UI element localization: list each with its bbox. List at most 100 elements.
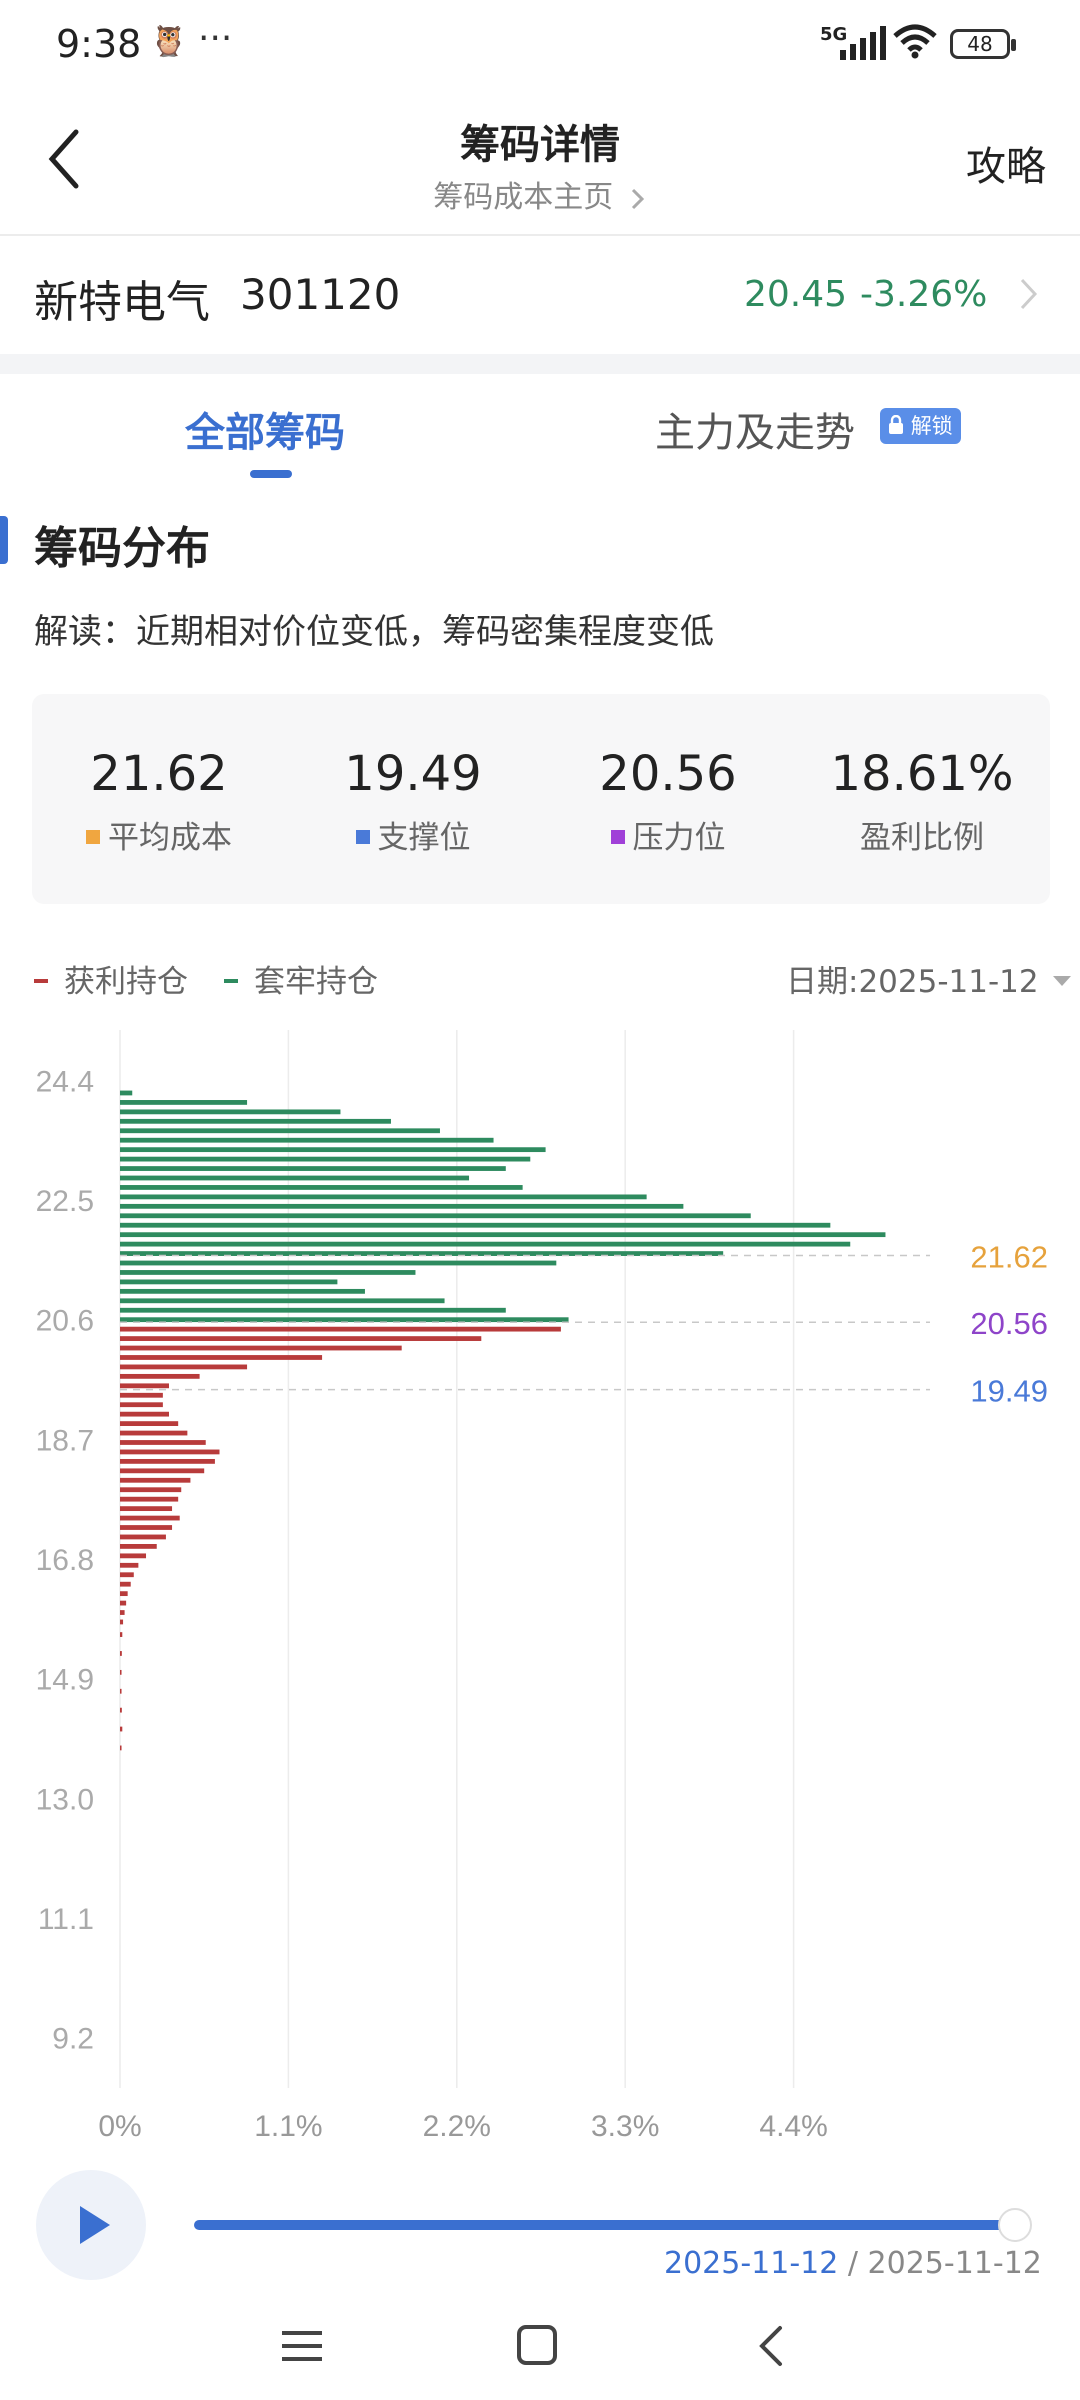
chip-bar xyxy=(120,1213,751,1219)
stat-profit-ratio: 18.61% 盈利比例 xyxy=(822,746,1022,857)
chip-bar xyxy=(120,1392,163,1398)
chip-bar xyxy=(120,1440,206,1445)
x-tick-label: 1.1% xyxy=(254,2110,322,2140)
stat-label: 支撑位 xyxy=(377,820,471,856)
pressure-marker xyxy=(610,829,625,844)
y-tick-label: 20.6 xyxy=(36,1305,94,1338)
stock-name: 新特电气 xyxy=(34,277,210,328)
y-tick-label: 16.8 xyxy=(36,1544,94,1577)
chip-bar xyxy=(120,1109,341,1115)
chip-bar xyxy=(120,1326,561,1332)
chevron-right-icon xyxy=(631,188,644,209)
legend-profit: 获利持仓 xyxy=(34,956,188,1001)
stat-value: 20.56 xyxy=(599,746,737,802)
chip-bar xyxy=(120,1260,557,1266)
chip-bar xyxy=(120,1241,851,1247)
chart-reference-lines: 21.62 20.56 19.49 xyxy=(120,1239,1048,1409)
stat-value: 19.49 xyxy=(344,746,482,802)
y-tick-label: 11.1 xyxy=(38,1903,94,1936)
end-date: 2025-11-12 xyxy=(867,2246,1042,2281)
chip-bar xyxy=(120,1651,122,1656)
tab-all-chips[interactable]: 全部筹码 xyxy=(185,410,345,456)
chip-bar xyxy=(120,1421,179,1427)
reference-line-label: 19.49 xyxy=(970,1374,1048,1409)
chip-bar xyxy=(120,1251,724,1256)
legend-profit-label: 获利持仓 xyxy=(64,964,188,1000)
chip-bar xyxy=(120,1317,569,1323)
system-nav-bar xyxy=(0,2290,1080,2400)
battery-icon: 48 xyxy=(950,29,1016,59)
chip-bar xyxy=(120,1707,122,1713)
back-arrow-icon[interactable] xyxy=(40,124,90,194)
stat-support: 19.49 支撑位 xyxy=(313,746,513,857)
chip-bar xyxy=(120,1572,134,1578)
chip-bar xyxy=(120,1100,248,1105)
chip-bar xyxy=(120,1270,416,1275)
back-icon[interactable] xyxy=(756,2324,786,2368)
y-tick-label: 9.2 xyxy=(52,2023,94,2056)
timeline-dates: 2025-11-12 / 2025-11-12 xyxy=(664,2246,1042,2281)
avg-cost-marker xyxy=(86,829,100,844)
timeline-slider[interactable] xyxy=(194,2220,1014,2230)
chip-bar xyxy=(120,1288,365,1294)
chip-bar xyxy=(120,1610,125,1615)
chip-bar xyxy=(120,1544,157,1549)
chip-bar xyxy=(120,1591,128,1597)
chip-bar xyxy=(120,1128,440,1134)
stat-label: 平均成本 xyxy=(108,820,232,856)
chip-bar xyxy=(120,1279,338,1285)
cost-homepage-link[interactable]: 筹码成本主页 xyxy=(0,172,1080,216)
chip-bar xyxy=(120,1232,886,1238)
chip-bar xyxy=(120,1156,531,1162)
section-marker xyxy=(0,516,8,564)
chip-bar xyxy=(120,1553,147,1559)
date-selector-label: 日期:2025-11-12 xyxy=(786,964,1039,1000)
signal-icon xyxy=(840,26,886,60)
legend-profit-swatch xyxy=(34,978,48,983)
chip-distribution-chart: 21.62 20.56 19.49 24.4 22.5 20.6 18.7 16.8 14.9… xyxy=(36,1030,1048,2140)
x-tick-label: 3.3% xyxy=(591,2110,659,2140)
stats-card: 21.62 平均成本 19.49 支撑位 20.56 压力位 18.61% 盈利… xyxy=(32,694,1050,904)
home-icon[interactable] xyxy=(516,2324,558,2366)
y-tick-label: 18.7 xyxy=(36,1424,94,1457)
section-title: 筹码分布 xyxy=(34,523,210,574)
wifi-icon xyxy=(893,24,937,59)
timeline-handle[interactable] xyxy=(998,2208,1032,2242)
chip-bar xyxy=(120,1147,546,1153)
legend-trapped-swatch xyxy=(224,978,238,983)
stat-label-row: 平均成本 xyxy=(59,812,259,857)
status-bar: 9:38 🦉 ··· 5G 48 xyxy=(0,0,1080,90)
date-separator: / xyxy=(838,2246,868,2281)
tab-main-force[interactable]: 主力及走势 xyxy=(655,410,855,456)
chip-bar xyxy=(120,1222,831,1228)
stock-row[interactable]: 新特电气 301120 20.45 -3.26% xyxy=(0,236,1080,354)
chip-bar xyxy=(120,1669,122,1675)
page-title: 筹码详情 xyxy=(460,122,620,168)
menu-icon[interactable] xyxy=(280,2328,324,2364)
chip-bar xyxy=(120,1345,402,1351)
play-button[interactable] xyxy=(36,2170,146,2280)
unlock-badge[interactable]: 解锁 xyxy=(880,408,961,444)
date-selector[interactable]: 日期:2025-11-12 xyxy=(786,956,1071,1001)
top-header: 筹码详情 筹码成本主页 攻略 xyxy=(0,90,1080,236)
more-notifications-icon: ··· xyxy=(198,18,233,59)
stock-code: 301120 xyxy=(240,270,401,319)
stat-value: 21.62 xyxy=(90,746,228,802)
chart-bars xyxy=(120,1090,886,1751)
battery-level: 48 xyxy=(967,32,993,56)
chip-bar xyxy=(120,1468,205,1474)
chip-bar xyxy=(120,1118,391,1124)
chip-bar xyxy=(120,1336,482,1341)
chip-bar xyxy=(120,1166,506,1171)
chip-bar xyxy=(120,1581,131,1587)
cost-homepage-label: 筹码成本主页 xyxy=(433,180,614,215)
chip-bar xyxy=(120,1487,182,1493)
stat-value: 18.61% xyxy=(830,746,1014,802)
chip-bar xyxy=(120,1449,220,1455)
dropdown-caret-icon xyxy=(1052,975,1071,986)
chip-bar xyxy=(120,1307,506,1313)
guide-button[interactable]: 攻略 xyxy=(966,144,1046,190)
chip-bar xyxy=(120,1506,173,1512)
chip-bar xyxy=(120,1477,191,1483)
chart-legend: 获利持仓 套牢持仓 日期:2025-11-12 xyxy=(0,950,1080,1010)
